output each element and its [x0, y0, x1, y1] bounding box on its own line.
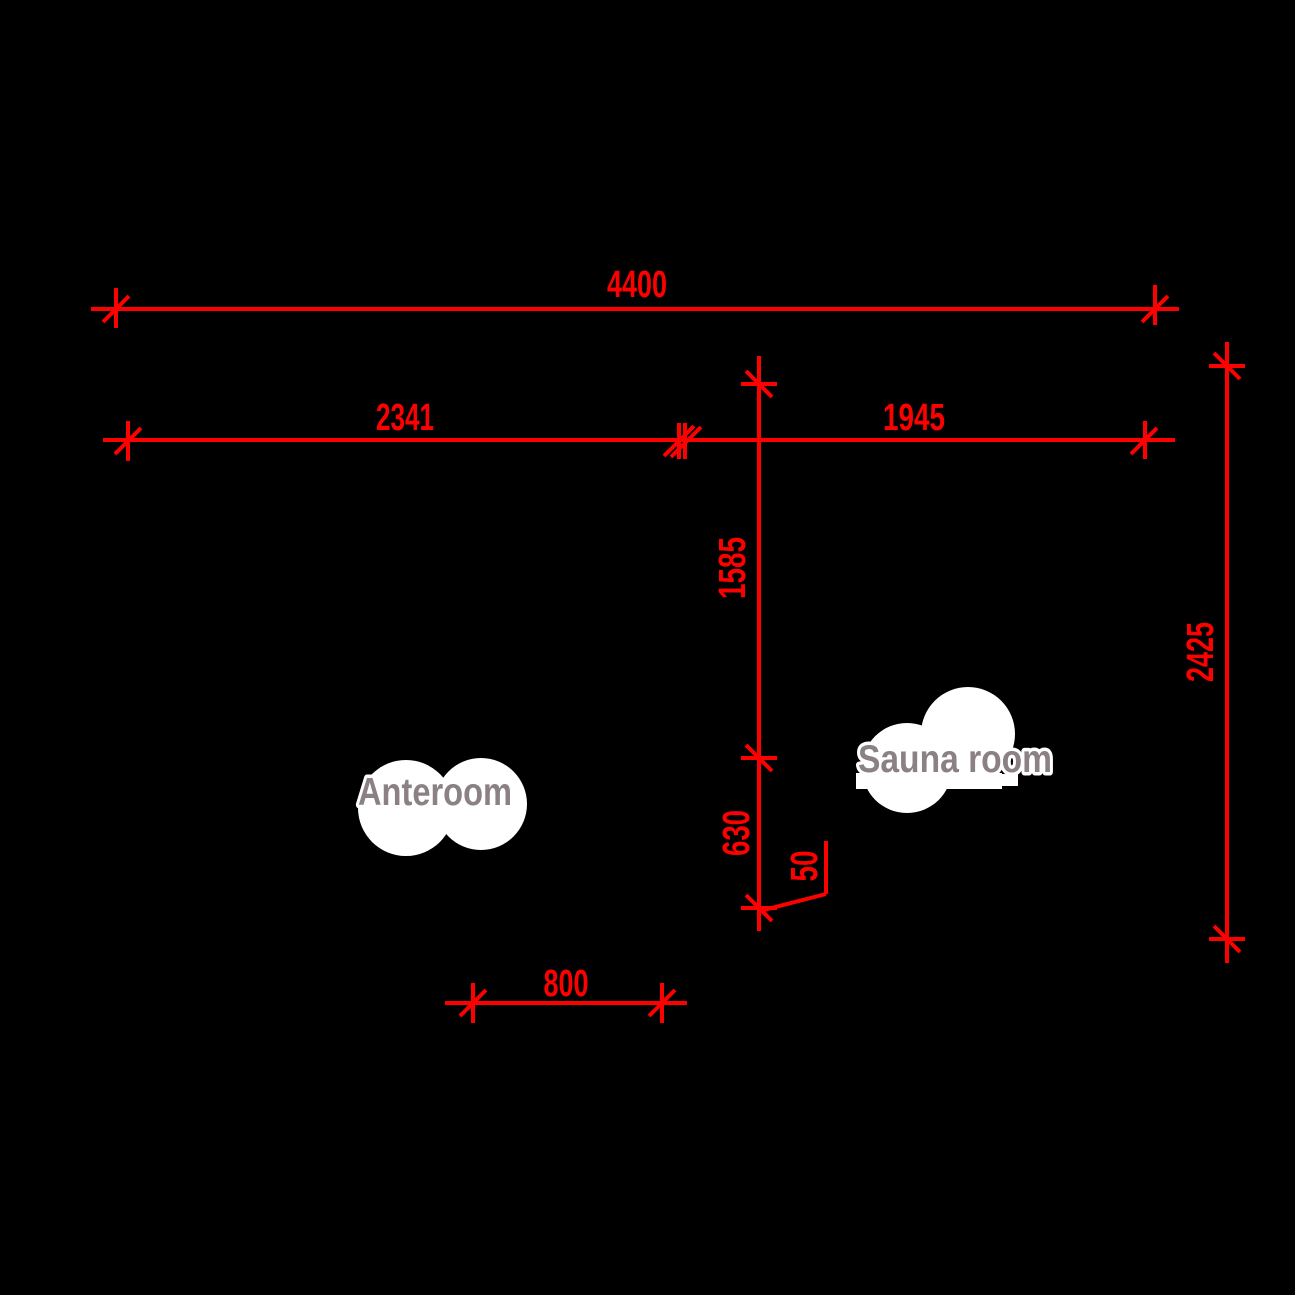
- dim-right-height: 2425: [1180, 342, 1245, 963]
- tick-slash: [1212, 924, 1242, 954]
- tick-slash: [662, 424, 696, 458]
- tick-slash: [113, 426, 143, 456]
- round-furniture-blob: [358, 760, 454, 856]
- anteroom-area: Anteroom: [355, 758, 527, 856]
- dim-value-right-section: 1945: [883, 397, 945, 439]
- tick-slash: [458, 988, 488, 1018]
- dim-section-widths: 2341 1945: [103, 397, 1175, 461]
- dim-value-side-height: 2425: [1180, 622, 1222, 682]
- tick-slash: [1140, 294, 1170, 324]
- tick-slash: [1212, 351, 1242, 381]
- dim-opening-width: 800: [445, 963, 687, 1023]
- tick-slash: [1129, 426, 1159, 456]
- round-furniture-blob: [435, 758, 527, 850]
- dim-overall-width: 4400: [91, 264, 1179, 328]
- sauna-room-area: Sauna room: [855, 687, 1056, 813]
- tick-slash: [101, 294, 131, 324]
- tick-slash: [744, 743, 774, 773]
- dim-value-lower-height: 630: [716, 810, 758, 856]
- dim-value-left-section: 2341: [376, 397, 434, 439]
- tick-slash: [647, 988, 677, 1018]
- dim-value-upper-height: 1585: [712, 537, 754, 599]
- anteroom-label: Anteroom: [358, 771, 512, 814]
- dim-value-overall-width: 4400: [607, 264, 667, 306]
- label-halo-band: [856, 773, 1002, 789]
- round-furniture-blob: [862, 723, 952, 813]
- label-halo-band: [1002, 774, 1018, 786]
- tick-slash: [744, 369, 774, 399]
- leader-diagonal: [759, 892, 827, 913]
- sauna-room-label: Sauna room: [858, 738, 1052, 781]
- dim-small-offset: 50: [759, 841, 828, 913]
- tick-slash: [669, 425, 703, 459]
- dim-value-opening-width: 800: [544, 963, 589, 1005]
- dim-value-small-offset: 50: [784, 851, 826, 882]
- tick-slash: [744, 893, 774, 923]
